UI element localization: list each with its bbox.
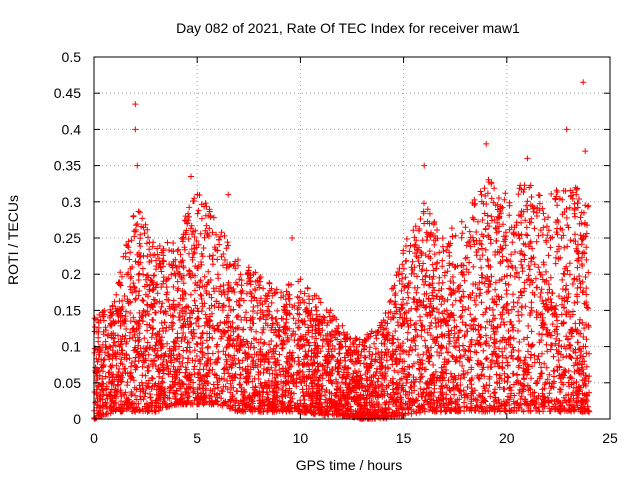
y-tick-labels: 0 0.05 0.1 0.15 0.2 0.25 0.3 0.35 0.4 0.45 0.5 bbox=[54, 49, 81, 427]
y-tick-label: 0.1 bbox=[62, 339, 82, 355]
y-tick-label: 0.25 bbox=[54, 230, 81, 246]
axis-ticks bbox=[93, 56, 611, 420]
y-axis-label: ROTI / TECUs bbox=[5, 195, 21, 285]
y-tick-label: 0.05 bbox=[54, 375, 81, 391]
x-tick-label: 15 bbox=[396, 430, 412, 446]
y-tick-label: 0 bbox=[73, 411, 81, 427]
chart-title: Day 082 of 2021, Rate Of TEC Index for r… bbox=[176, 20, 520, 36]
x-tick-label: 20 bbox=[499, 430, 515, 446]
scatter-markers bbox=[91, 79, 593, 422]
y-tick-label: 0.5 bbox=[62, 49, 82, 65]
x-tick-labels: 0 5 10 15 20 25 bbox=[90, 430, 618, 446]
y-tick-label: 0.35 bbox=[54, 158, 81, 174]
x-tick-label: 0 bbox=[90, 430, 98, 446]
grid-lines bbox=[94, 57, 610, 419]
x-axis-label: GPS time / hours bbox=[296, 457, 403, 473]
x-tick-label: 25 bbox=[602, 430, 618, 446]
data-points bbox=[91, 79, 593, 422]
y-tick-label: 0.3 bbox=[62, 194, 82, 210]
y-tick-label: 0.15 bbox=[54, 302, 81, 318]
x-tick-label: 10 bbox=[293, 430, 309, 446]
y-tick-label: 0.4 bbox=[62, 121, 82, 137]
y-tick-label: 0.2 bbox=[62, 266, 82, 282]
y-tick-label: 0.45 bbox=[54, 85, 81, 101]
x-tick-label: 5 bbox=[193, 430, 201, 446]
